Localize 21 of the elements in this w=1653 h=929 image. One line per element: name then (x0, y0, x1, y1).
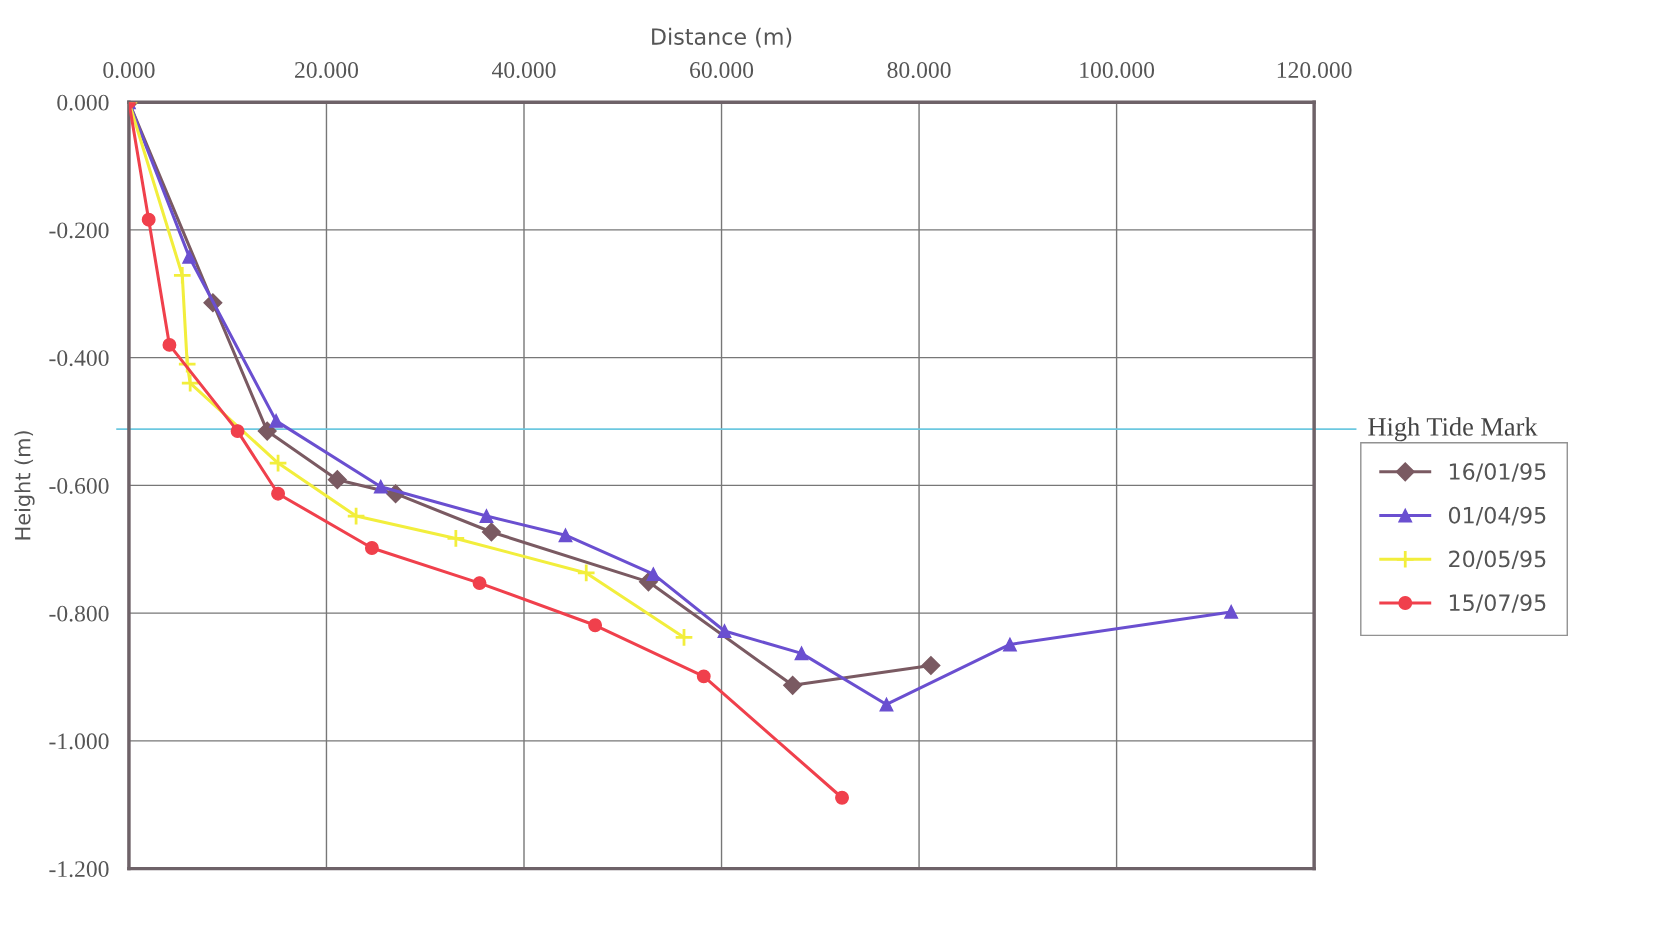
y-tick-label: -0.400 (49, 350, 109, 367)
y-tick-label: -0.200 (49, 222, 109, 239)
legend-label: 15/07/95 (1449, 594, 1546, 613)
y-tick-label: 0.000 (57, 94, 109, 111)
y-axis-title: Height (m) (14, 431, 35, 540)
x-axis-title: Distance (m) (652, 27, 792, 48)
legend-label: 16/01/95 (1449, 463, 1546, 482)
y-tick-label: -1.200 (49, 861, 109, 878)
y-tick-label: -0.800 (49, 605, 109, 622)
x-tick-label: 40.000 (492, 62, 556, 79)
x-tick-label: 20.000 (295, 62, 359, 79)
legend-label: 01/04/95 (1448, 506, 1546, 526)
ref-line-label: High Tide Mark (1368, 417, 1538, 442)
y-tick-label: -0.600 (49, 477, 109, 494)
y-tick-label: -1.000 (49, 733, 109, 750)
x-tick-label: 120.000 (1277, 62, 1352, 79)
legend-label: 20/05/95 (1449, 550, 1546, 570)
x-tick-label: 60.000 (690, 62, 754, 79)
x-tick-label: 100.000 (1080, 62, 1155, 79)
x-tick-label: 80.000 (887, 62, 951, 79)
x-tick-label: 0.000 (103, 62, 155, 79)
